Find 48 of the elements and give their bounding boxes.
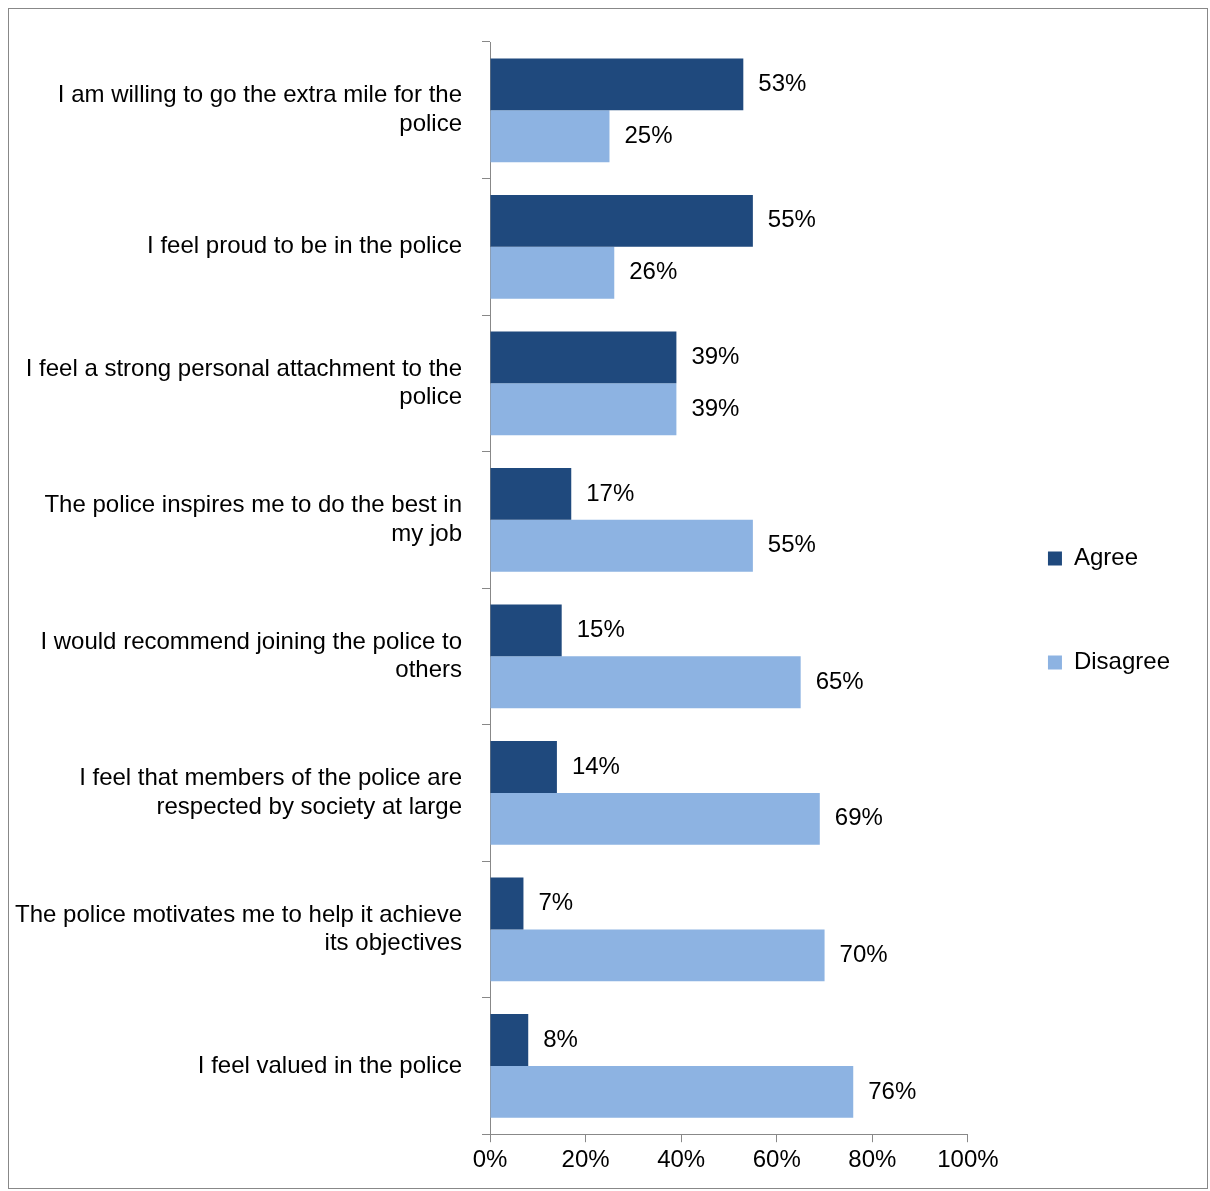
x-tick-label: 100%	[937, 1145, 999, 1173]
bar	[490, 519, 753, 572]
bar	[490, 604, 562, 657]
data-label: 65%	[815, 666, 864, 694]
y-tick-label: I feel valued in the police	[197, 1050, 462, 1078]
x-tick-label: 20%	[561, 1145, 610, 1173]
legend-label: Disagree	[1073, 647, 1170, 675]
data-label: 76%	[868, 1076, 917, 1104]
data-label: 39%	[691, 393, 740, 421]
data-label: 69%	[834, 803, 883, 831]
bar	[490, 383, 677, 436]
data-label: 7%	[538, 888, 574, 916]
x-tick-label: 40%	[657, 1145, 706, 1173]
x-tick-label: 80%	[848, 1145, 897, 1173]
data-label: 70%	[839, 939, 888, 967]
data-label: 26%	[629, 257, 678, 285]
bar	[490, 331, 677, 384]
bar	[490, 656, 801, 709]
data-label: 53%	[758, 68, 807, 96]
data-label: 25%	[624, 120, 673, 148]
y-tick-label: I feel a strong personal attachment to the police	[25, 353, 462, 410]
data-label: 39%	[691, 342, 740, 369]
data-label: 15%	[576, 615, 625, 643]
data-label: 14%	[571, 751, 620, 779]
bar	[490, 929, 825, 982]
bar	[490, 1065, 854, 1118]
bar	[490, 877, 524, 930]
bar	[490, 1014, 529, 1066]
bar	[490, 741, 557, 793]
data-label: 55%	[767, 530, 816, 558]
bar	[490, 467, 572, 520]
y-tick-label: I would recommend joining the police to others	[40, 626, 462, 683]
y-tick-label: The police motivates me to help it achieve its objectives	[15, 899, 462, 956]
bar	[490, 194, 753, 247]
data-label: 17%	[586, 478, 635, 506]
bar	[490, 58, 744, 111]
data-label: 55%	[767, 205, 816, 233]
legend-label: Agree	[1073, 543, 1138, 571]
bar	[490, 110, 610, 163]
bar	[490, 246, 615, 299]
y-tick-label: I feel that members of the police are respected by society at large	[79, 763, 462, 819]
x-tick-label: 60%	[752, 1145, 801, 1173]
x-tick-label: 0%	[472, 1145, 508, 1173]
y-tick-label: I feel proud to be in the police	[147, 231, 462, 259]
bar	[490, 792, 820, 845]
y-tick-label: The police inspires me to do the best in my job	[44, 490, 462, 546]
data-label: 8%	[543, 1024, 578, 1052]
y-tick-label: I am willing to go the extra mile for the police	[57, 80, 462, 137]
